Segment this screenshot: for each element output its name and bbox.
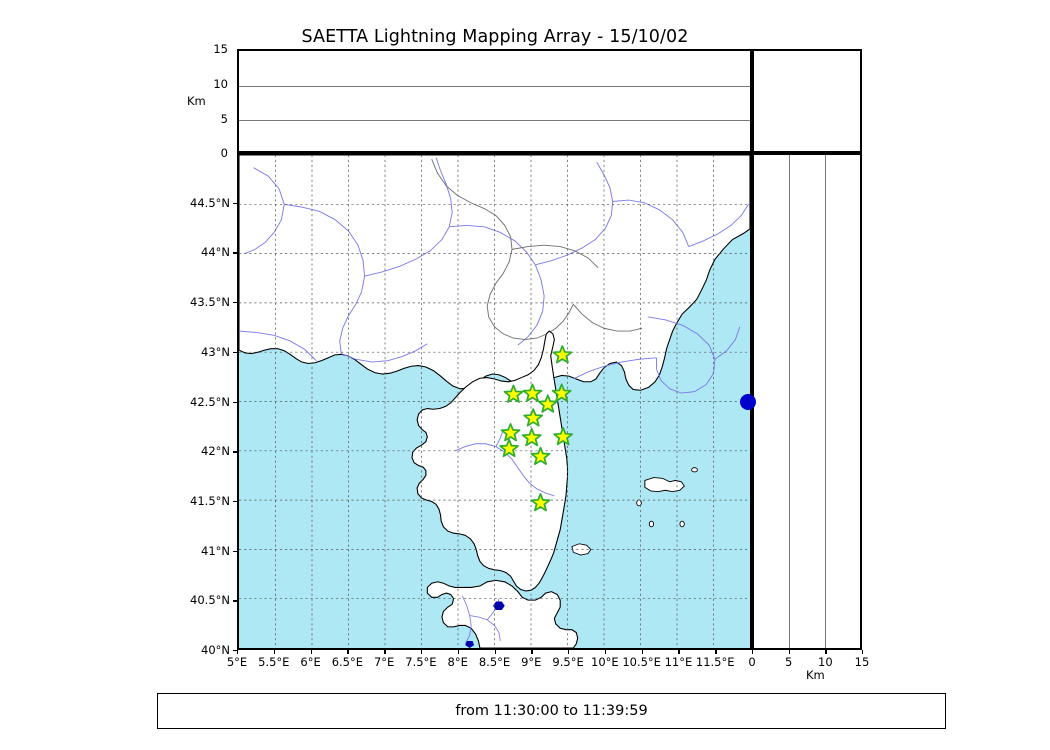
- lat-tickmark: [233, 302, 237, 304]
- station-3[interactable]: [522, 383, 543, 402]
- lon-tickmark: [457, 650, 460, 654]
- lon-tick-8°E: 8°E: [447, 655, 468, 669]
- lon-tickmark: [384, 650, 386, 654]
- river-network: [239, 157, 749, 394]
- sardinia-lake-1: [493, 601, 505, 610]
- lat-tick-43.5°N: 43.5°N: [190, 295, 230, 310]
- side-xtick-15: 15: [854, 655, 870, 669]
- lon-tick-5°E: 5°E: [226, 655, 248, 669]
- lon-tickmark: [494, 650, 496, 654]
- alt-gridline-5: [239, 120, 750, 122]
- page-title: SAETTA Lightning Mapping Array - 15/10/0…: [301, 27, 689, 47]
- islet-4: [691, 467, 698, 473]
- lat-tickmark: [233, 202, 237, 205]
- lon-tick-9.5°E: 9.5°E: [552, 655, 584, 669]
- station-2[interactable]: [503, 384, 524, 403]
- side-gridline-5: [789, 155, 791, 648]
- sardinia-island: [426, 579, 579, 648]
- station-8[interactable]: [521, 427, 542, 447]
- elba-island: [644, 477, 685, 493]
- station-5[interactable]: [537, 394, 558, 413]
- station-7[interactable]: [500, 423, 521, 442]
- lon-tickmark: [420, 650, 423, 654]
- lon-tickmark: [310, 650, 312, 654]
- side-tickmark: [825, 650, 827, 654]
- lat-tick-43°N: 43°N: [201, 344, 230, 359]
- lon-tick-6°E: 6°E: [300, 655, 321, 669]
- side-altitude-panel[interactable]: [752, 153, 862, 650]
- side-gridline-10: [824, 155, 826, 648]
- lat-tick-41.5°N: 41.5°N: [190, 493, 230, 508]
- lon-tickmark: [531, 650, 533, 654]
- side-tickmark: [788, 650, 791, 654]
- alt-ytick-5: 5: [220, 112, 228, 126]
- status-bar[interactable]: from 11:30:00 to 11:39:59: [157, 693, 946, 729]
- lon-tick-11.5°E: 11.5°E: [695, 655, 735, 669]
- side-tickmark: [752, 650, 754, 654]
- station-6[interactable]: [523, 408, 544, 427]
- lon-tick-8.5°E: 8.5°E: [478, 655, 511, 669]
- map-panel[interactable]: [237, 153, 752, 650]
- lon-tick-11°E: 11°E: [664, 655, 693, 669]
- lon-tick-10.5°E: 10.5°E: [622, 655, 661, 669]
- corner-panel[interactable]: [752, 49, 862, 153]
- lat-tickmark: [233, 650, 237, 652]
- alt-ytick-0: 0: [220, 146, 228, 160]
- lat-tickmark: [233, 500, 237, 503]
- station-10[interactable]: [499, 438, 519, 458]
- lon-tick-10°E: 10°E: [591, 655, 619, 669]
- lon-tickmark: [273, 650, 276, 654]
- station-12[interactable]: [530, 493, 551, 512]
- lon-tick-9°E: 9°E: [521, 655, 542, 669]
- lon-tickmark: [347, 650, 349, 654]
- sardinia-lake-2: [465, 640, 475, 648]
- lat-tick-44°N: 44°N: [201, 245, 230, 260]
- lat-tick-41°N: 41°N: [201, 543, 230, 558]
- map-gridlines: [239, 155, 750, 648]
- lat-tick-40°N: 40°N: [201, 643, 230, 657]
- islet-3: [679, 520, 685, 528]
- lat-tick-42.5°N: 42.5°N: [190, 394, 230, 409]
- lon-tickmark: [604, 650, 607, 654]
- lightning-source-dot[interactable]: [740, 393, 757, 410]
- alt-axis-label-km: Km: [187, 94, 206, 108]
- station-9[interactable]: [553, 426, 574, 446]
- lat-tickmark: [233, 451, 237, 453]
- alt-gridline-10: [239, 85, 750, 87]
- lon-tickmark: [715, 650, 717, 654]
- lon-tick-7°E: 7°E: [373, 655, 395, 669]
- lat-tickmark: [233, 600, 237, 602]
- corsica-river: [454, 429, 555, 497]
- status-text: from 11:30:00 to 11:39:59: [455, 703, 648, 719]
- station-1[interactable]: [552, 345, 573, 364]
- station-11[interactable]: [530, 446, 551, 465]
- islet-2: [648, 520, 655, 528]
- lma-station-markers[interactable]: [499, 345, 574, 512]
- lon-tick-6.5°E: 6.5°E: [331, 655, 363, 669]
- side-xtick-5: 5: [784, 655, 793, 669]
- altitude-time-panel[interactable]: [237, 49, 752, 153]
- side-axis-label-km: Km: [806, 668, 825, 682]
- alt-ytick-10: 10: [213, 77, 228, 91]
- lon-tickmark: [237, 650, 239, 654]
- lat-tickmark: [233, 351, 237, 354]
- map-canvas[interactable]: [239, 155, 750, 648]
- lat-tickmark: [233, 401, 237, 403]
- lat-tick-42°N: 42°N: [201, 444, 230, 459]
- lat-tick-40.5°N: 40.5°N: [190, 593, 230, 608]
- map-svg: [239, 155, 750, 648]
- lat-tickmark: [233, 550, 237, 552]
- lon-tick-5.5°E: 5.5°E: [258, 655, 290, 669]
- lon-tick-7.5°E: 7.5°E: [405, 655, 437, 669]
- side-tickmark: [862, 650, 864, 654]
- side-xtick-10: 10: [818, 655, 833, 669]
- lon-tickmark: [568, 650, 570, 654]
- lat-tick-44.5°N: 44.5°N: [190, 195, 230, 210]
- side-xtick-0: 0: [748, 655, 756, 669]
- station-4[interactable]: [551, 383, 572, 402]
- lon-tickmark: [678, 650, 680, 654]
- lon-tickmark: [641, 650, 644, 654]
- lat-tickmark: [233, 252, 237, 254]
- alt-ytick-15: 15: [213, 42, 228, 56]
